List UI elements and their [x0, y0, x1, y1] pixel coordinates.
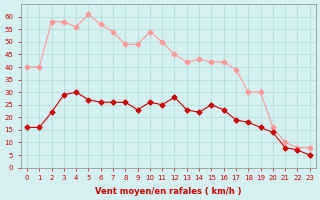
X-axis label: Vent moyen/en rafales ( km/h ): Vent moyen/en rafales ( km/h )	[95, 187, 242, 196]
